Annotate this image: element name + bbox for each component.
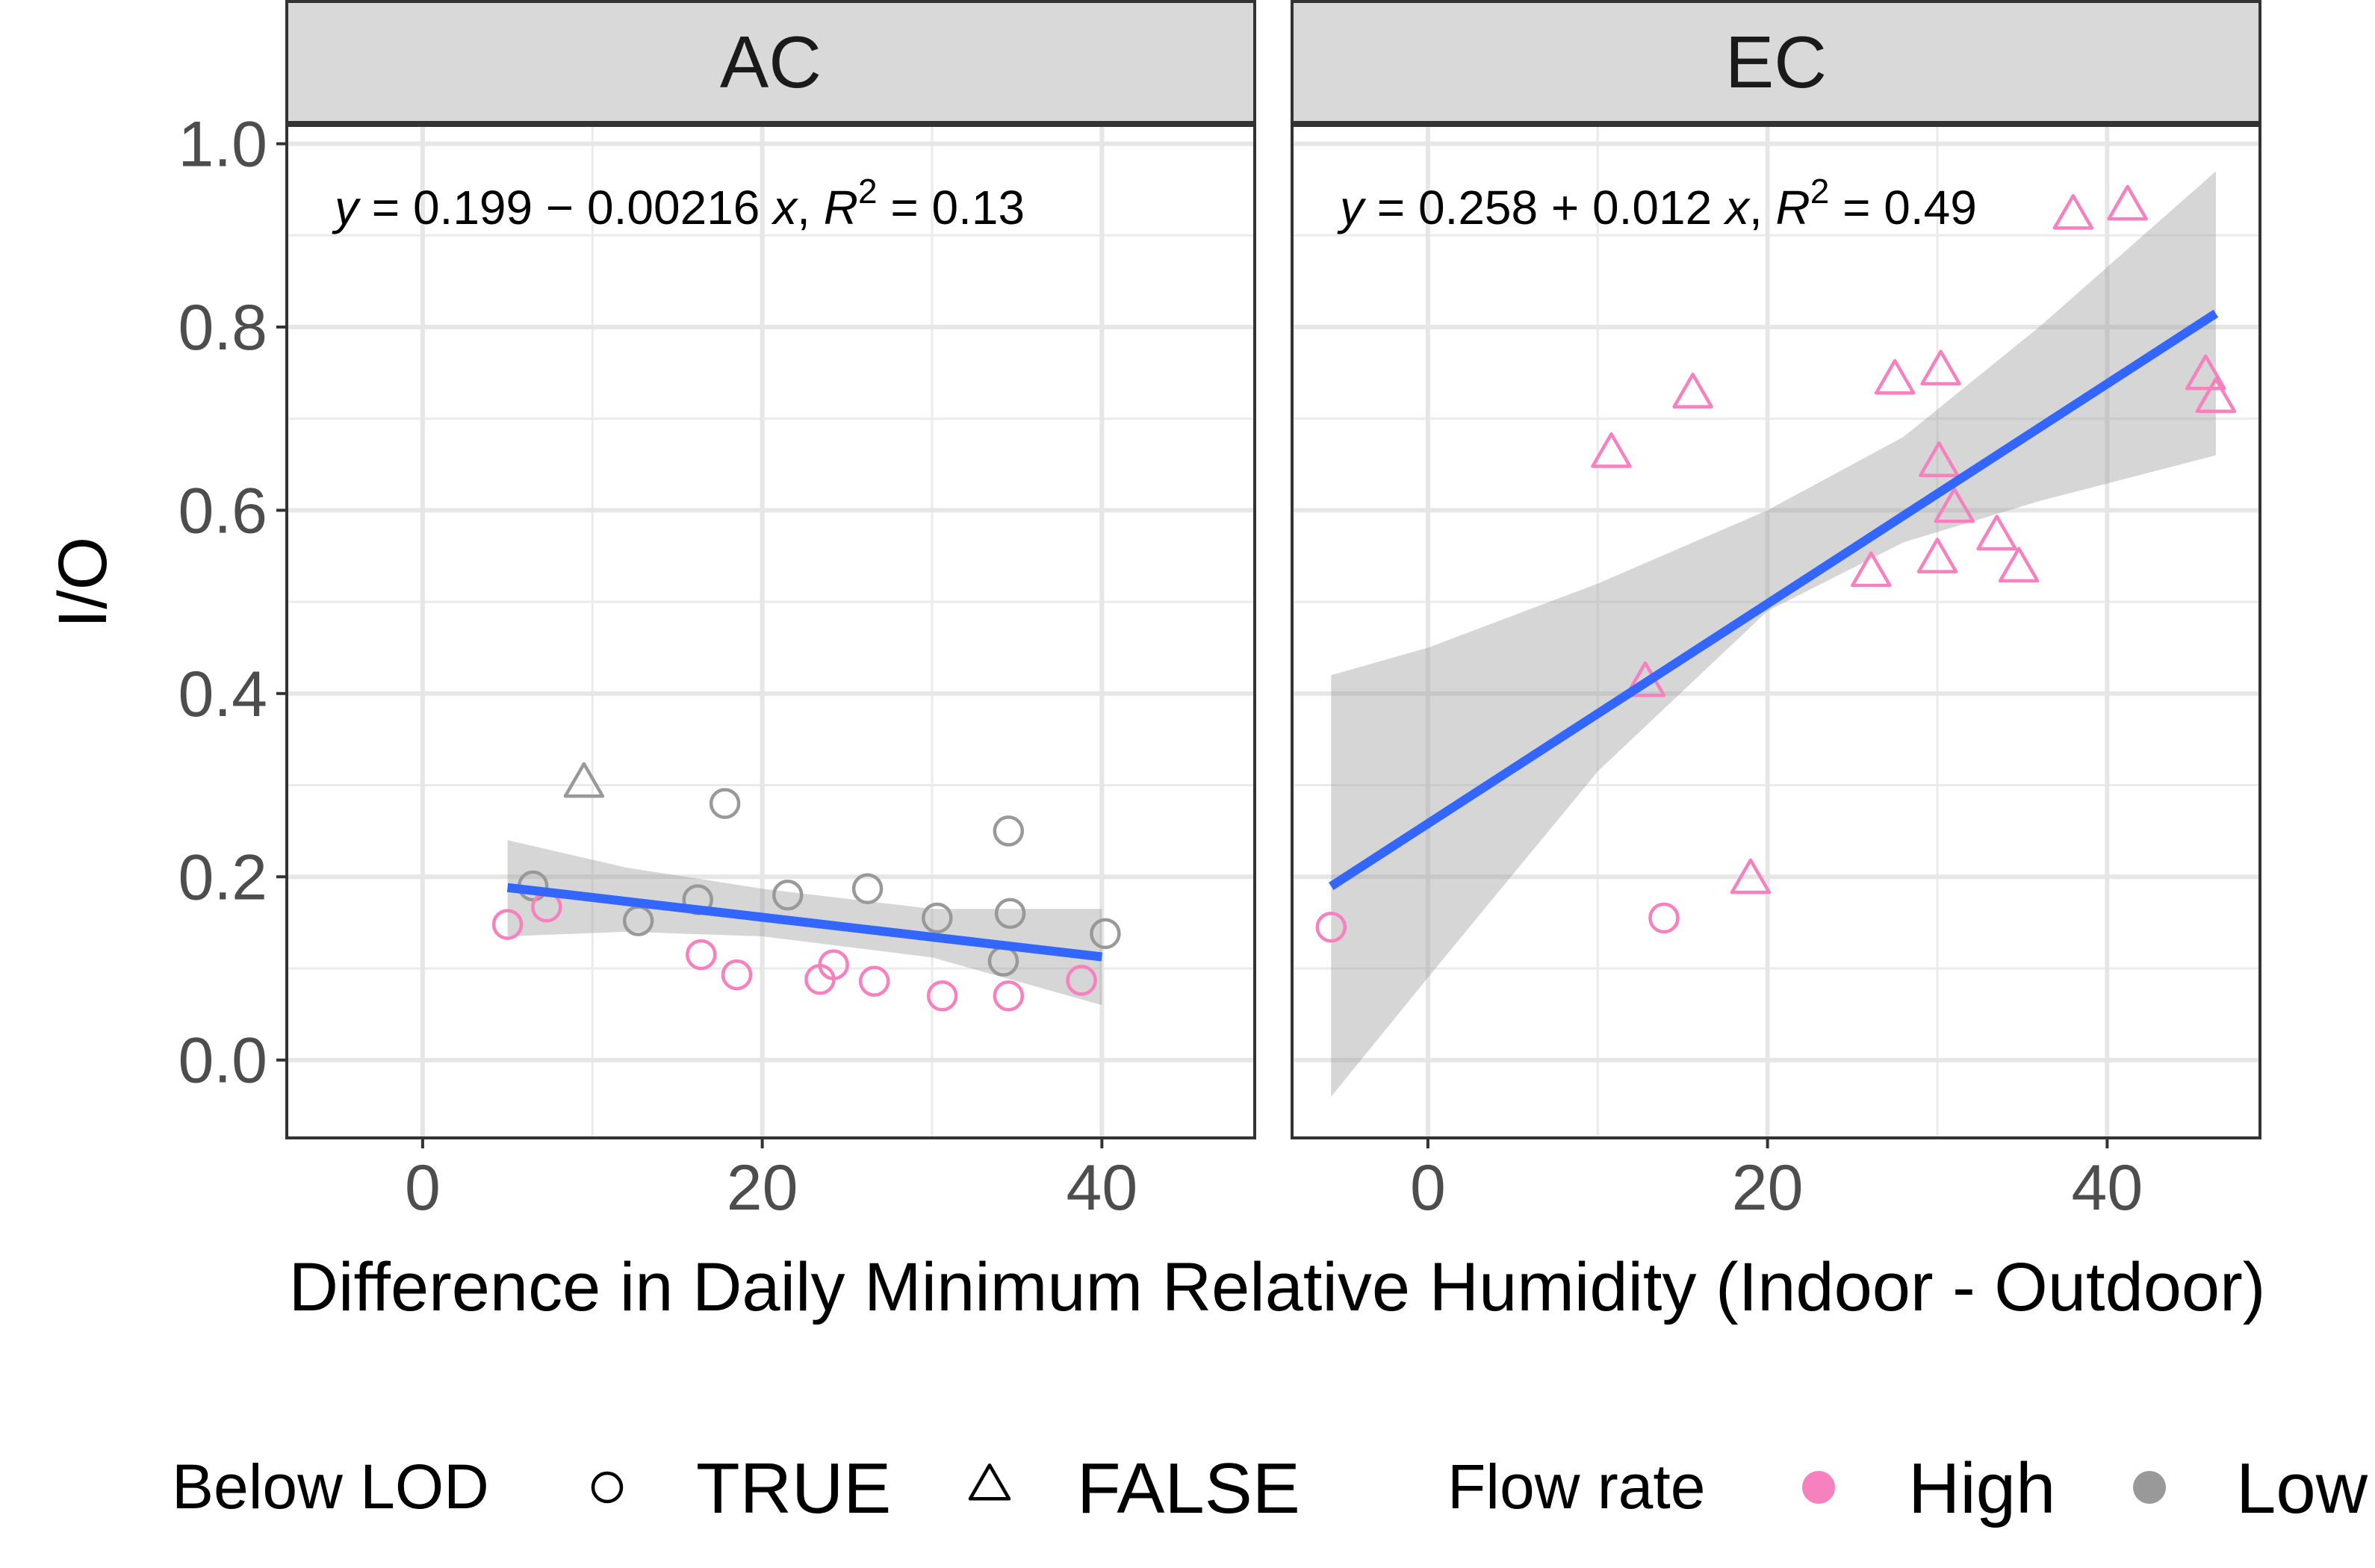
data-point-circle [994,897,1026,930]
data-point-triangle [2107,184,2148,221]
panel-border [1291,124,2261,1139]
data-point-circle [1090,918,1121,950]
x-tick-label: 0 [405,1152,441,1224]
data-point-triangle [1920,349,1961,386]
data-point-circle [922,902,953,934]
data-point-circle [858,965,890,997]
data-point-triangle [1672,373,1713,408]
data-point-circle [686,939,717,971]
data-point-triangle [1934,487,1975,523]
legend-label-low: Low [2236,1449,2368,1528]
legend-key-high [1802,1471,1835,1504]
equation-part: R [1776,181,1810,234]
data-point-circle [491,909,524,940]
plot-background [287,125,1255,1138]
legend-title-below-lod: Below LOD [172,1452,489,1522]
data-point-triangle [1976,514,2017,551]
equation-part: 2 [858,172,878,211]
data-point-triangle [563,762,605,798]
data-point-circle [804,963,836,995]
equation-part: = 0.49 [1829,181,1977,234]
data-point-circle [1066,965,1097,996]
legend: Below LOD TRUE FALSE Flow rate High Low [172,1449,2368,1528]
regression-equation: y = 0.199 − 0.00216 x, R2 = 0.13 [332,172,1025,234]
y-tick-label: 0.6 [178,475,267,547]
y-tick-label: 1.0 [178,109,267,181]
equation-part: y [1337,181,1367,234]
regression-line [1329,309,2219,891]
equation-part: x [771,181,798,234]
y-tick-label: 0.2 [178,841,267,913]
data-point-triangle [1591,432,1632,468]
equation-part: R [824,181,858,234]
data-point-circle [772,880,804,911]
data-point-triangle [1730,858,1772,895]
equation-part: , [797,181,824,234]
x-tick-label: 20 [1732,1152,1804,1224]
facet-strip [285,0,1256,124]
y-axis-title: I/O [45,537,121,629]
data-point-circle [851,873,884,904]
facet-strip [1291,0,2261,124]
data-point-triangle [2195,377,2237,414]
equation-part: y [332,181,361,234]
legend-label-true: TRUE [696,1449,891,1528]
x-tick-label: 40 [1067,1152,1138,1224]
data-point-triangle [2052,193,2094,230]
data-point-circle [709,788,741,819]
data-point-circle [721,959,753,991]
data-point-circle [993,980,1025,1012]
regression-equation: y = 0.258 + 0.012 x, R2 = 0.49 [1337,172,1977,234]
data-point-triangle [1998,547,2040,583]
equation-part: = 0.13 [878,181,1025,234]
data-point-triangle [2185,354,2226,391]
y-tick-label: 0.8 [178,292,267,364]
data-point-triangle [1919,441,1960,478]
facet-strip-label: EC [1725,21,1827,103]
legend-title-flow-rate: Flow rate [1447,1452,1705,1522]
legend-key-circle [591,1471,624,1504]
panel-ec: EC y = 0.258 + 0.012 x, R2 = 0.49 0 20 40 [1291,0,2261,1224]
equation-part: = 0.199 − 0.00216 [358,181,773,234]
x-tick-label: 40 [2072,1152,2143,1224]
equation-part: , [1749,181,1776,234]
legend-label-false: FALSE [1077,1449,1300,1528]
regression-line [506,883,1103,962]
data-point-triangle [1851,551,1892,588]
y-tick-label: 0.4 [178,659,267,730]
legend-key-triangle [968,1463,1011,1501]
x-axis-title: Difference in Daily Minimum Relative Hum… [289,1249,2266,1325]
data-point-triangle [1874,358,1916,395]
data-point-circle [993,815,1025,847]
panel-border [285,124,1256,1139]
data-point-circle [1315,912,1347,943]
legend-key-low [2133,1471,2166,1504]
y-tick-label: 0.0 [178,1025,267,1097]
confidence-ribbon [1331,171,2216,1097]
legend-label-high: High [1908,1449,2055,1528]
panel-ac: AC y = 0.199 − 0.00216 x, R2 = 0.13 0 20 40 [285,0,1256,1224]
equation-part: x [1723,181,1751,234]
equation-part: = 0.258 + 0.012 [1364,181,1725,234]
facet-strip-label: AC [720,21,822,103]
data-point-circle [926,980,958,1012]
x-tick-label: 20 [727,1152,798,1224]
equation-part: 2 [1810,172,1830,211]
data-point-triangle [1916,538,1958,573]
data-point-circle [1648,902,1680,934]
x-tick-label: 0 [1410,1152,1446,1224]
